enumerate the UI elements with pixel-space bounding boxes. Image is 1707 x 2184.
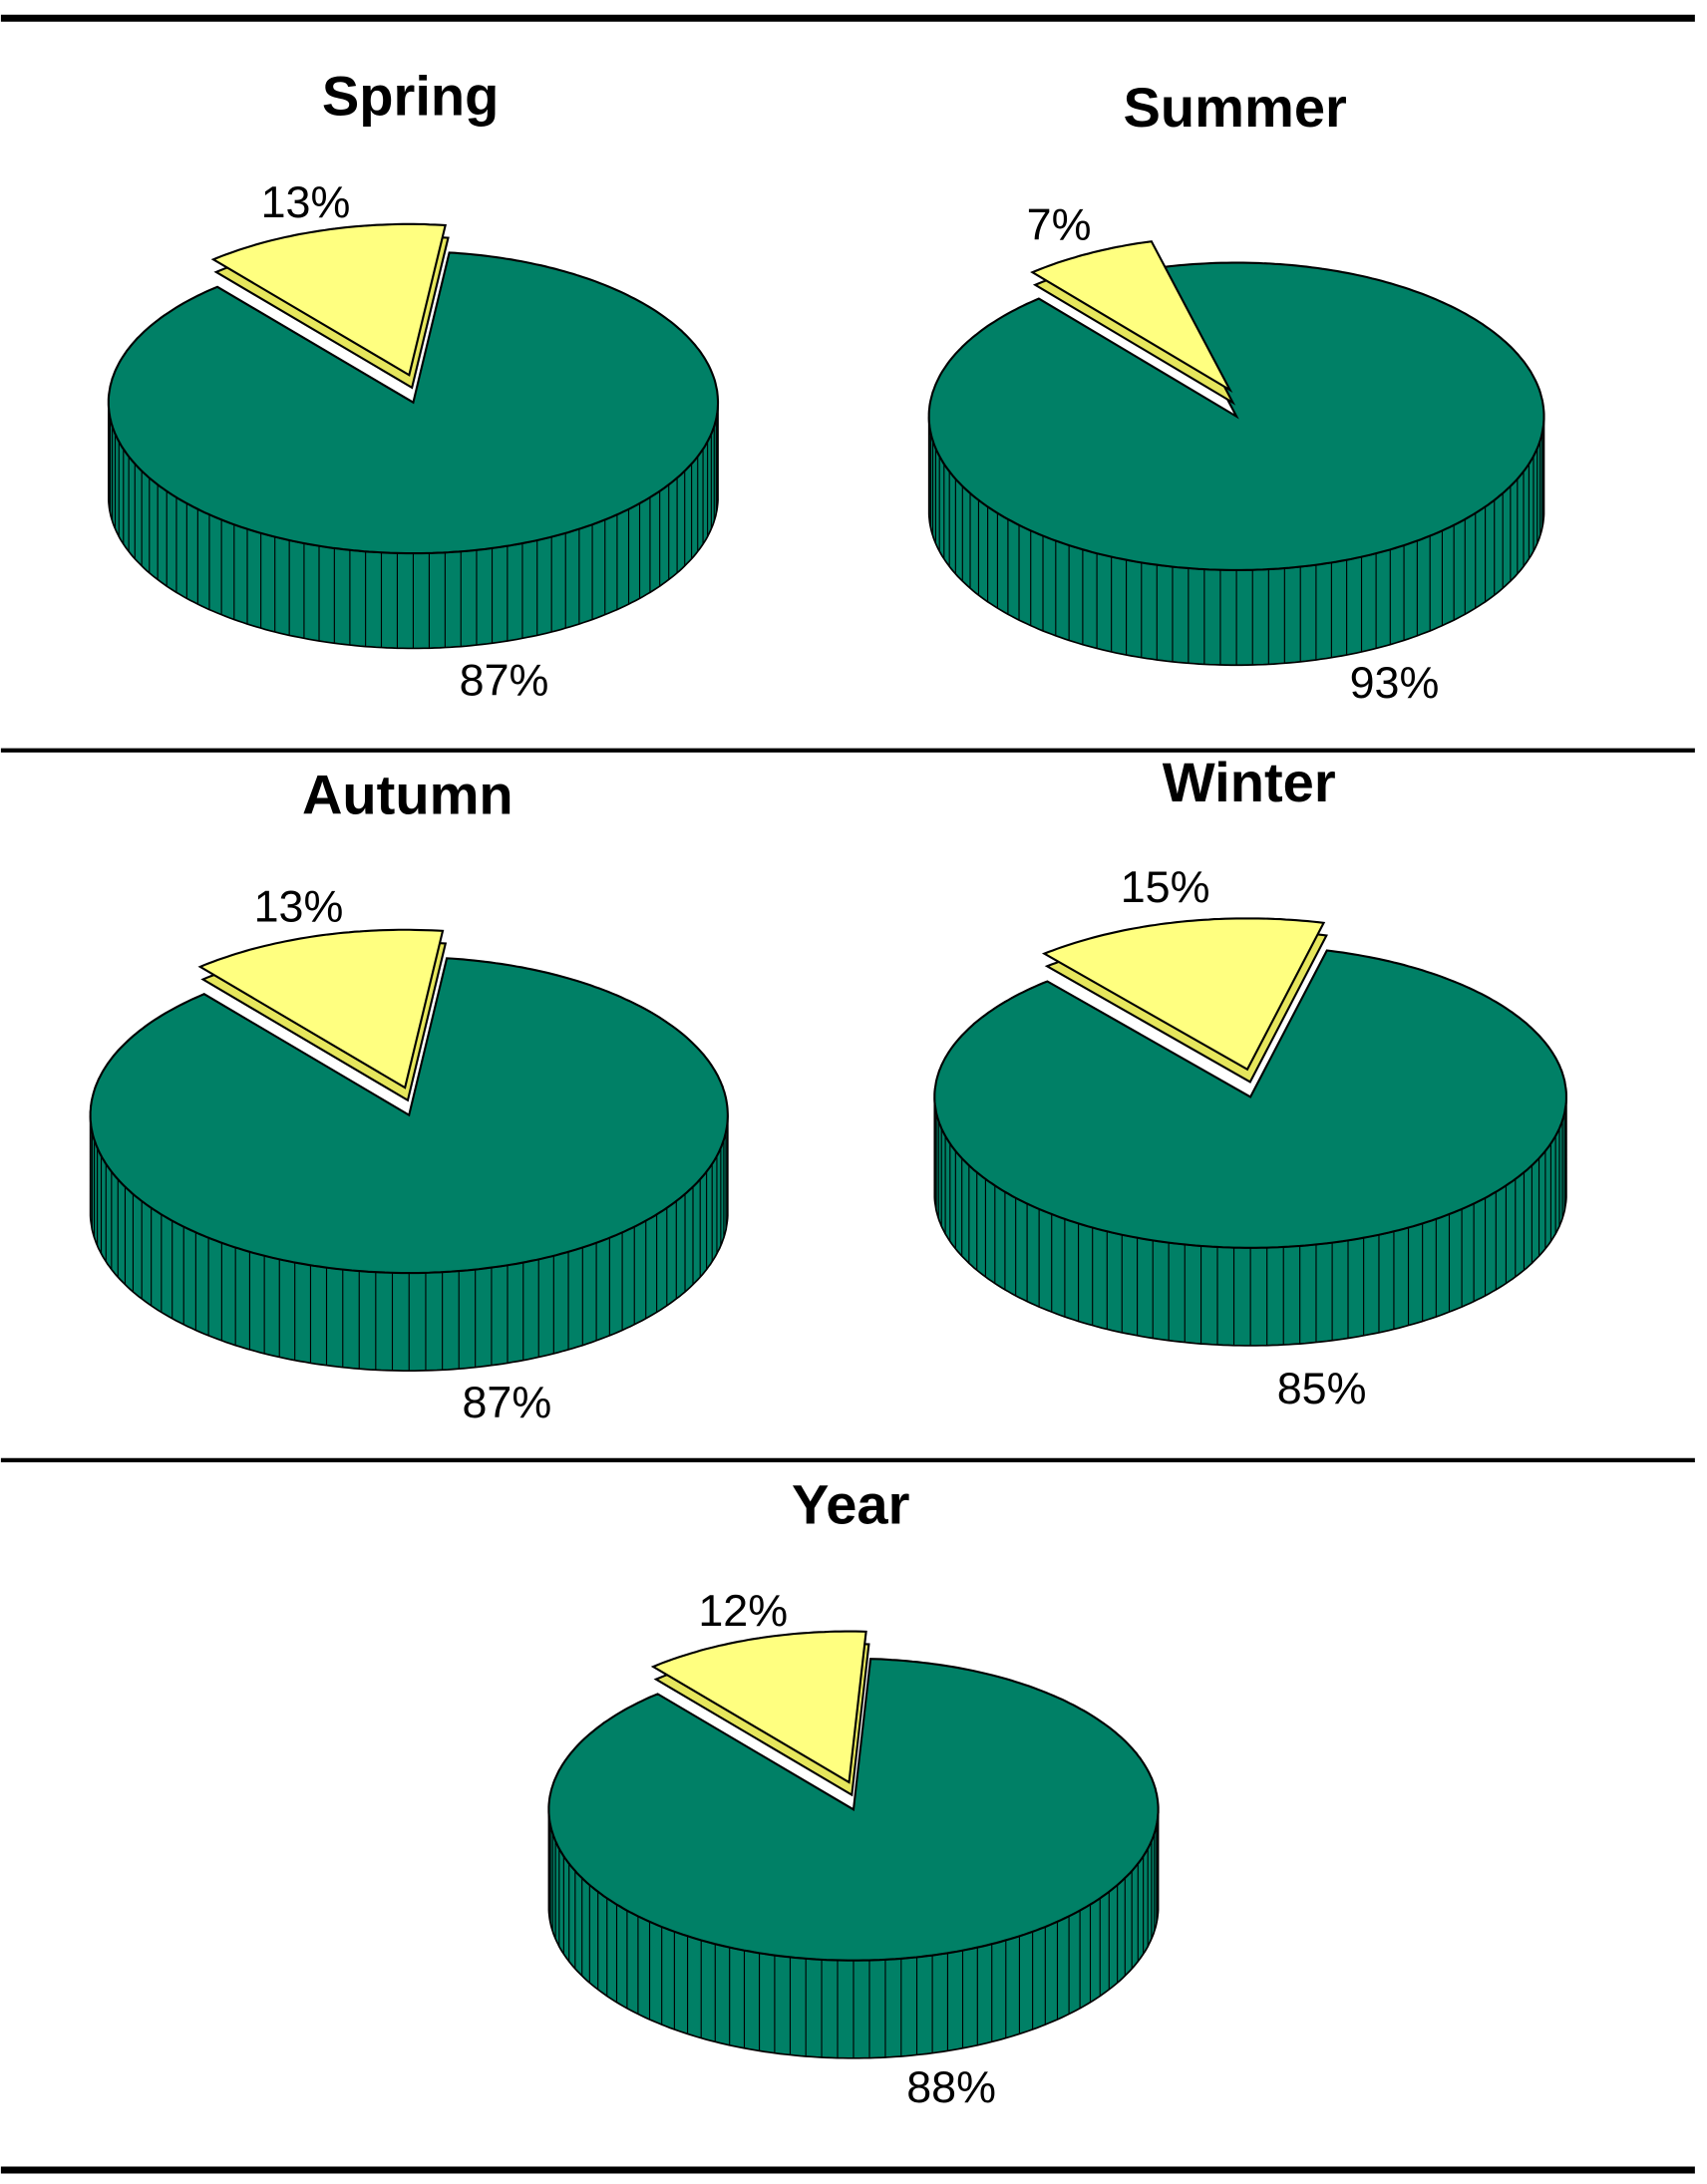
pie-slice — [927, 261, 1545, 571]
pie-slice — [197, 928, 445, 1090]
chart-title: Winter — [1163, 751, 1336, 813]
data-label: 88% — [906, 2061, 996, 2112]
data-label: 12% — [698, 1585, 788, 1636]
data-label: 15% — [1121, 861, 1210, 912]
data-label: 13% — [254, 880, 344, 931]
data-label: 7% — [1027, 198, 1092, 249]
data-label: 87% — [462, 1377, 551, 1427]
pie-slice — [210, 222, 447, 377]
chart-title: Autumn — [302, 764, 513, 826]
chart-title: Spring — [322, 65, 500, 128]
data-label: 85% — [1277, 1363, 1367, 1413]
pie-slice — [933, 949, 1567, 1249]
pie-slice — [547, 1658, 1160, 1962]
chart-title: Summer — [1124, 76, 1347, 139]
pie-slice — [650, 1630, 867, 1784]
data-label: 87% — [460, 654, 549, 705]
pie-slice — [1030, 240, 1233, 394]
data-label: 13% — [261, 176, 351, 227]
pie-slice — [89, 957, 729, 1275]
pie-slice — [1041, 917, 1326, 1072]
chart-title: Year — [792, 1473, 909, 1536]
data-label: 93% — [1350, 657, 1440, 708]
pie-slice — [107, 251, 720, 555]
